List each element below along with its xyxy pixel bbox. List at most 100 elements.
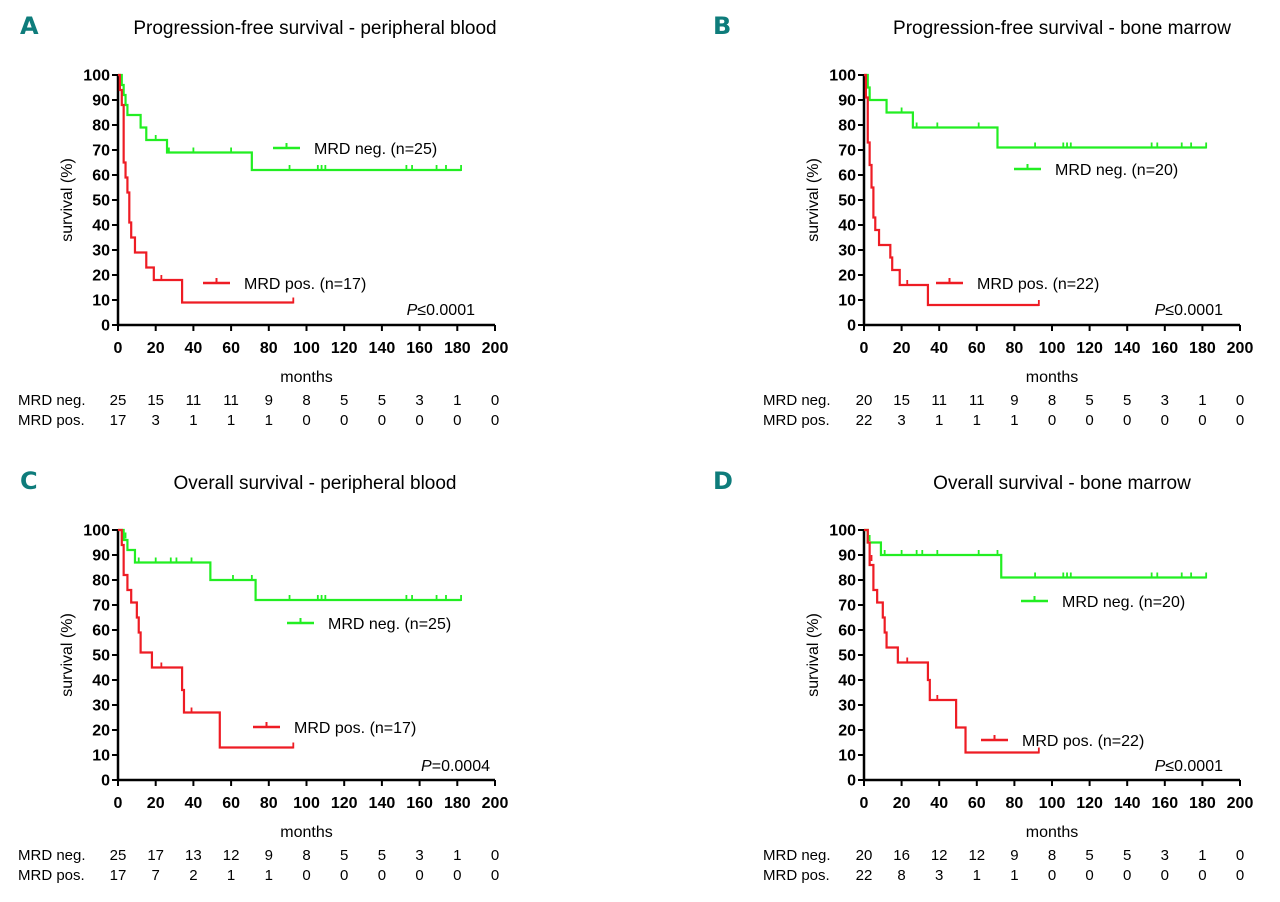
y-tick-label: 90 xyxy=(838,548,856,565)
risk-count: 16 xyxy=(893,847,910,864)
x-tick-label: 0 xyxy=(860,340,869,357)
risk-count: 5 xyxy=(1123,847,1131,864)
p-value-symbol: P xyxy=(421,758,432,775)
risk-count: 11 xyxy=(969,392,985,409)
y-tick-label: 40 xyxy=(838,673,856,690)
p-value: P=0.0004 xyxy=(421,758,490,775)
x-tick-label: 180 xyxy=(444,795,471,812)
y-tick-label: 70 xyxy=(92,143,110,160)
risk-count: 0 xyxy=(415,412,423,429)
x-tick-label: 40 xyxy=(185,340,203,357)
x-axis-label: months xyxy=(1026,369,1078,386)
y-axis-label: survival (%) xyxy=(805,158,822,242)
y-tick-label: 40 xyxy=(838,218,856,235)
x-tick-label: 100 xyxy=(293,340,320,357)
risk-count: 0 xyxy=(453,412,461,429)
risk-count: 9 xyxy=(1010,392,1018,409)
risk-row-label: MRD pos. xyxy=(18,412,85,429)
risk-count: 20 xyxy=(856,392,873,409)
y-tick-label: 80 xyxy=(838,573,856,590)
risk-row-label: MRD neg. xyxy=(18,392,86,409)
risk-count: 0 xyxy=(1198,412,1206,429)
risk-count: 0 xyxy=(340,867,348,884)
risk-count: 3 xyxy=(152,412,160,429)
x-tick-label: 160 xyxy=(1151,795,1178,812)
x-tick-label: 100 xyxy=(1039,795,1066,812)
panel-letter: C xyxy=(20,467,38,495)
x-tick-label: 160 xyxy=(406,340,433,357)
x-tick-label: 20 xyxy=(147,795,165,812)
y-tick-label: 10 xyxy=(838,293,856,310)
risk-count: 1 xyxy=(227,867,235,884)
y-tick-label: 10 xyxy=(838,748,856,765)
x-tick-label: 160 xyxy=(1151,340,1178,357)
y-tick-label: 20 xyxy=(838,723,856,740)
km-curve-mrd-pos xyxy=(118,73,294,304)
risk-count: 3 xyxy=(415,392,423,409)
y-tick-label: 100 xyxy=(83,68,110,85)
y-tick-label: 20 xyxy=(92,723,110,740)
y-tick-label: 50 xyxy=(838,648,856,665)
legend-label: MRD neg. (n=25) xyxy=(314,141,437,158)
y-tick-label: 30 xyxy=(92,698,110,715)
y-tick-label: 0 xyxy=(101,773,110,790)
x-axis-label: months xyxy=(280,369,332,386)
y-tick-label: 70 xyxy=(92,598,110,615)
y-tick-label: 10 xyxy=(92,293,110,310)
y-tick-label: 70 xyxy=(838,598,856,615)
y-tick-label: 100 xyxy=(829,523,856,540)
x-tick-label: 180 xyxy=(444,340,471,357)
risk-row-label: MRD neg. xyxy=(763,847,831,864)
x-tick-label: 200 xyxy=(1227,795,1254,812)
risk-count: 0 xyxy=(1198,867,1206,884)
y-tick-label: 50 xyxy=(838,193,856,210)
x-tick-label: 40 xyxy=(930,795,948,812)
x-tick-label: 140 xyxy=(1114,795,1141,812)
legend-label: MRD pos. (n=17) xyxy=(294,720,416,737)
risk-count: 0 xyxy=(415,867,423,884)
panel-letter: B xyxy=(713,12,731,40)
risk-count: 1 xyxy=(453,847,461,864)
risk-count: 0 xyxy=(453,867,461,884)
risk-count: 1 xyxy=(973,867,981,884)
p-value: P≤0.0001 xyxy=(1155,758,1223,775)
x-tick-label: 0 xyxy=(114,795,123,812)
y-tick-label: 90 xyxy=(92,93,110,110)
p-value-number: ≤0.0001 xyxy=(1165,758,1223,775)
p-value-number: ≤0.0001 xyxy=(417,302,475,319)
risk-count: 1 xyxy=(265,412,273,429)
risk-row-label: MRD neg. xyxy=(763,392,831,409)
x-tick-label: 120 xyxy=(1076,340,1103,357)
y-tick-label: 50 xyxy=(92,648,110,665)
panel-d: D Overall survival - bone marrow010203040… xyxy=(713,467,1253,884)
risk-row-label: MRD pos. xyxy=(763,867,830,884)
x-tick-label: 20 xyxy=(893,795,911,812)
legend-label: MRD neg. (n=20) xyxy=(1055,162,1178,179)
risk-count: 0 xyxy=(302,867,310,884)
risk-count: 15 xyxy=(147,392,164,409)
x-tick-label: 60 xyxy=(968,340,986,357)
y-tick-label: 70 xyxy=(838,143,856,160)
risk-count: 8 xyxy=(302,392,310,409)
x-tick-label: 40 xyxy=(185,795,203,812)
chart-title: Overall survival - peripheral blood xyxy=(173,473,456,494)
y-tick-label: 40 xyxy=(92,673,110,690)
risk-count: 9 xyxy=(1010,847,1018,864)
risk-count: 5 xyxy=(340,847,348,864)
x-tick-label: 140 xyxy=(369,340,396,357)
x-tick-label: 60 xyxy=(968,795,986,812)
risk-count: 1 xyxy=(453,392,461,409)
x-tick-label: 40 xyxy=(930,340,948,357)
panel-letter: D xyxy=(713,467,733,495)
p-value-number: ≤0.0001 xyxy=(1165,302,1223,319)
risk-count: 1 xyxy=(189,412,197,429)
risk-count: 0 xyxy=(1236,867,1244,884)
risk-count: 8 xyxy=(302,847,310,864)
x-tick-label: 140 xyxy=(1114,340,1141,357)
risk-count: 0 xyxy=(1085,867,1093,884)
risk-count: 0 xyxy=(1123,867,1131,884)
x-tick-label: 80 xyxy=(260,340,278,357)
p-value-number: =0.0004 xyxy=(432,758,490,775)
risk-count: 0 xyxy=(1048,867,1056,884)
risk-count: 12 xyxy=(968,847,985,864)
